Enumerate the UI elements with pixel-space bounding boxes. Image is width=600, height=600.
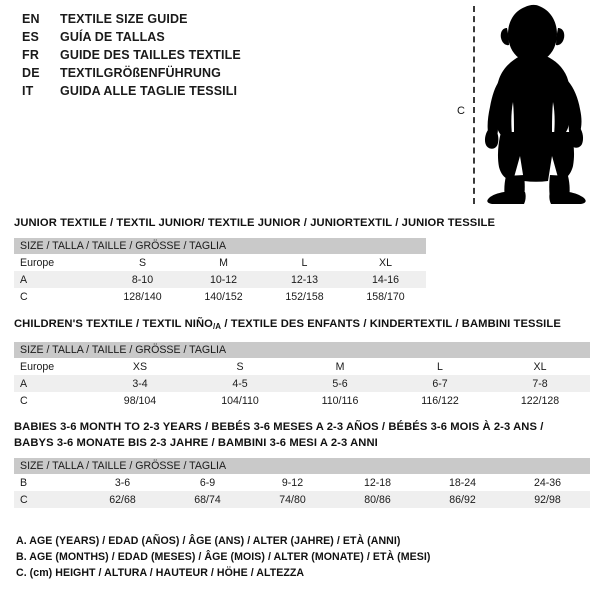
children-size-table: SIZE / TALLA / TAILLE / GRÖSSE / TAGLIA …: [14, 342, 591, 409]
cell: 158/170: [345, 288, 427, 305]
legend-line-b: B. AGE (MONTHS) / EDAD (MESES) / ÂGE (MO…: [16, 551, 431, 563]
table-band-row: SIZE / TALLA / TAILLE / GRÖSSE / TAGLIA: [14, 238, 427, 254]
height-measure-label: C: [457, 105, 465, 117]
cell: 104/110: [190, 392, 290, 409]
language-title: GUIDE DES TAILLES TEXTILE: [60, 48, 241, 62]
table-row: C 98/104 104/110 110/116 116/122 122/128: [14, 392, 591, 409]
cell: 14-16: [345, 271, 427, 288]
cell: 10-12: [183, 271, 264, 288]
language-row: IT GUIDA ALLE TAGLIE TESSILI: [22, 82, 422, 100]
row-label: B: [14, 474, 80, 491]
cell: 80/86: [335, 491, 420, 508]
section-title-children: CHILDREN'S TEXTILE / TEXTIL NIÑO/A / TEX…: [14, 316, 590, 335]
section-title-junior: JUNIOR TEXTILE / TEXTIL JUNIOR/ TEXTILE …: [14, 217, 496, 229]
cell: XS: [90, 358, 190, 375]
language-title: GUIDA ALLE TAGLIE TESSILI: [60, 84, 238, 98]
cell: 4-5: [190, 375, 290, 392]
language-code: DE: [22, 66, 40, 80]
language-title: TEXTILGRÖßENFÜHRUNG: [60, 66, 221, 80]
row-label: Europe: [14, 358, 90, 375]
language-header: EN TEXTILE SIZE GUIDE ES GUÍA DE TALLAS …: [22, 10, 422, 100]
row-label: C: [14, 392, 90, 409]
table-band-row: SIZE / TALLA / TAILLE / GRÖSSE / TAGLIA: [14, 342, 591, 358]
language-title: GUÍA DE TALLAS: [60, 30, 165, 44]
cell: 122/128: [490, 392, 591, 409]
language-code: EN: [22, 12, 40, 26]
row-label: Europe: [14, 254, 102, 271]
height-illustration: C: [440, 0, 600, 212]
cell: 98/104: [90, 392, 190, 409]
section-babies: BABIES 3-6 MONTH TO 2-3 YEARS / BEBÉS 3-…: [14, 419, 590, 508]
cell: 3-4: [90, 375, 190, 392]
section-title-children-pre: CHILDREN'S TEXTILE / TEXTIL NIÑO: [14, 318, 213, 330]
table-row: B 3-6 6-9 9-12 12-18 18-24 24-36: [14, 474, 590, 491]
language-code: IT: [22, 84, 34, 98]
cell: 5-6: [290, 375, 390, 392]
cell: 12-13: [264, 271, 345, 288]
cell: 92/98: [505, 491, 590, 508]
legend-line-a: A. AGE (YEARS) / EDAD (AÑOS) / ÂGE (ANS)…: [16, 535, 401, 547]
junior-size-table: SIZE / TALLA / TAILLE / GRÖSSE / TAGLIA …: [14, 238, 427, 305]
cell: 68/74: [165, 491, 250, 508]
table-row: C 62/68 68/74 74/80 80/86 86/92 92/98: [14, 491, 590, 508]
language-code: ES: [22, 30, 40, 44]
language-code: FR: [22, 48, 40, 62]
legend-line-c: C. (cm) HEIGHT / ALTURA / HAUTEUR / HÖHE…: [16, 567, 305, 579]
cell: 152/158: [264, 288, 345, 305]
language-title: TEXTILE SIZE GUIDE: [60, 12, 188, 26]
measurement-legend: A. AGE (YEARS) / EDAD (AÑOS) / ÂGE (ANS)…: [16, 533, 536, 581]
cell: 18-24: [420, 474, 505, 491]
language-row: DE TEXTILGRÖßENFÜHRUNG: [22, 64, 422, 82]
table-row: Europe XS S M L XL: [14, 358, 591, 375]
cell: 116/122: [390, 392, 490, 409]
cell: 3-6: [80, 474, 165, 491]
size-band-label: SIZE / TALLA / TAILLE / GRÖSSE / TAGLIA: [14, 342, 591, 358]
section-junior: JUNIOR TEXTILE / TEXTIL JUNIOR/ TEXTILE …: [14, 215, 495, 305]
language-row: EN TEXTILE SIZE GUIDE: [22, 10, 422, 28]
cell: XL: [490, 358, 591, 375]
table-band-row: SIZE / TALLA / TAILLE / GRÖSSE / TAGLIA: [14, 458, 590, 474]
row-label: A: [14, 271, 102, 288]
section-title-children-post: / TEXTILE DES ENFANTS / KINDERTEXTIL / B…: [221, 318, 561, 330]
row-label: C: [14, 491, 80, 508]
cell: 86/92: [420, 491, 505, 508]
cell: 62/68: [80, 491, 165, 508]
size-band-label: SIZE / TALLA / TAILLE / GRÖSSE / TAGLIA: [14, 238, 427, 254]
table-row: Europe S M L XL: [14, 254, 427, 271]
language-row: FR GUIDE DES TAILLES TEXTILE: [22, 46, 422, 64]
section-title-babies-line2: BABYS 3-6 MONATE BIS 2-3 JAHRE / BAMBINI…: [14, 437, 378, 449]
cell: 74/80: [250, 491, 335, 508]
cell: 9-12: [250, 474, 335, 491]
height-measure-line: [473, 6, 475, 204]
cell: M: [290, 358, 390, 375]
cell: 24-36: [505, 474, 590, 491]
cell: 6-9: [165, 474, 250, 491]
cell: L: [390, 358, 490, 375]
cell: 128/140: [102, 288, 183, 305]
cell: 7-8: [490, 375, 591, 392]
cell: 110/116: [290, 392, 390, 409]
cell: M: [183, 254, 264, 271]
table-row: A 3-4 4-5 5-6 6-7 7-8: [14, 375, 591, 392]
section-title-children-sub: /A: [212, 322, 222, 331]
cell: 8-10: [102, 271, 183, 288]
row-label: A: [14, 375, 90, 392]
table-row: C 128/140 140/152 152/158 158/170: [14, 288, 427, 305]
toddler-silhouette-icon: [484, 4, 586, 204]
cell: S: [102, 254, 183, 271]
row-label: C: [14, 288, 102, 305]
cell: L: [264, 254, 345, 271]
babies-size-table: SIZE / TALLA / TAILLE / GRÖSSE / TAGLIA …: [14, 458, 590, 508]
size-band-label: SIZE / TALLA / TAILLE / GRÖSSE / TAGLIA: [14, 458, 590, 474]
section-children: CHILDREN'S TEXTILE / TEXTIL NIÑO/A / TEX…: [14, 316, 591, 409]
cell: XL: [345, 254, 427, 271]
cell: 12-18: [335, 474, 420, 491]
cell: 140/152: [183, 288, 264, 305]
table-row: A 8-10 10-12 12-13 14-16: [14, 271, 427, 288]
cell: S: [190, 358, 290, 375]
cell: 6-7: [390, 375, 490, 392]
language-row: ES GUÍA DE TALLAS: [22, 28, 422, 46]
section-title-babies-line1: BABIES 3-6 MONTH TO 2-3 YEARS / BEBÉS 3-…: [14, 421, 544, 433]
